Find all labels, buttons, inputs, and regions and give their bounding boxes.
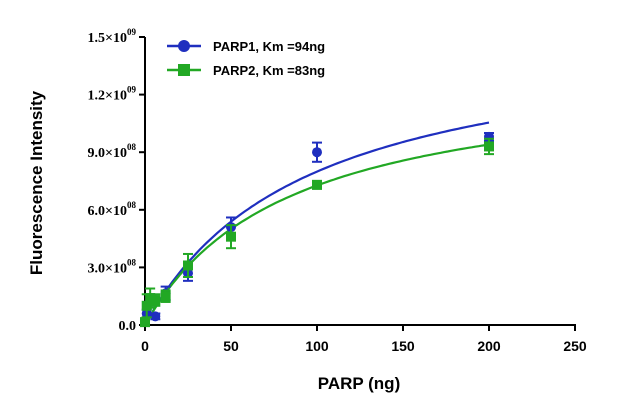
data-point: [312, 179, 322, 190]
data-point: [312, 147, 322, 158]
legend-label-1: PARP1, Km =94ng: [213, 39, 325, 54]
y-tick-label: 9.0×1008: [88, 142, 137, 161]
y-tick-label: 3.0×1008: [88, 257, 137, 276]
data-point: [226, 231, 236, 242]
x-tick-label: 150: [391, 338, 415, 354]
axes: 0 50 100 150 200 250 0.0 3.0×1008 6.0×1008 9.0×10…: [88, 27, 587, 354]
legend: PARP1, Km =94ng PARP2, Km =83ng: [167, 39, 325, 78]
x-axis-label: PARP (ng): [318, 374, 400, 393]
data-point: [150, 295, 161, 306]
legend-marker-2: [178, 64, 190, 76]
data-point: [145, 293, 156, 304]
y-tick-label: 0.0: [119, 319, 137, 334]
data-point: [484, 141, 494, 152]
x-tick-label: 50: [223, 338, 239, 354]
y-tick-label: 6.0×1008: [88, 200, 137, 219]
x-tick-label: 0: [141, 338, 149, 354]
legend-label-2: PARP2, Km =83ng: [213, 63, 325, 78]
data-point: [150, 311, 161, 322]
data-point: [160, 291, 171, 302]
data-point: [183, 260, 193, 271]
y-axis-label: Fluorescence Intensity: [27, 90, 46, 275]
legend-marker-1: [178, 40, 190, 52]
data-point: [140, 317, 150, 328]
y-tick-label: 1.2×1009: [88, 85, 137, 104]
x-tick-label: 250: [563, 338, 587, 354]
y-tick-label: 1.5×1009: [88, 27, 137, 46]
x-tick-label: 100: [305, 338, 329, 354]
data-points: [140, 131, 494, 328]
fit-curve-1: [144, 121, 490, 326]
data-point: [141, 300, 152, 311]
x-tick-label: 200: [477, 338, 501, 354]
